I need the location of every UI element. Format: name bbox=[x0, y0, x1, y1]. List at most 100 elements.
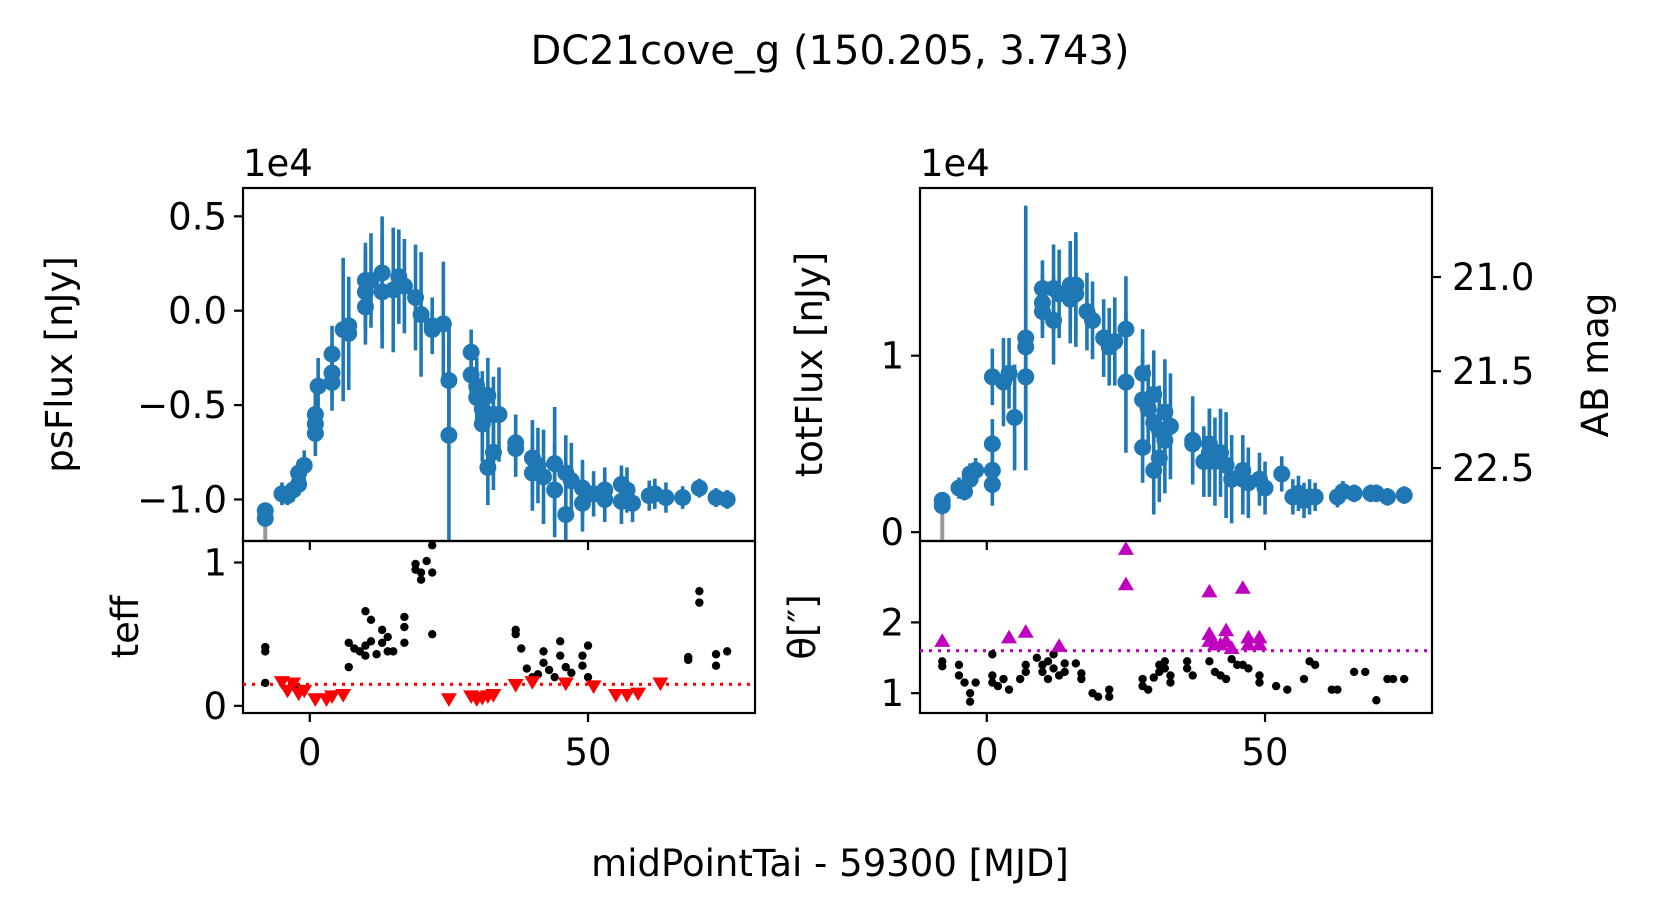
theta-data-point bbox=[1160, 657, 1170, 666]
teff-data-point bbox=[583, 672, 593, 682]
totflux-secondary-ytick-label: 21.0 bbox=[1452, 256, 1534, 299]
totflux-data-point bbox=[1067, 285, 1085, 303]
theta-data-point bbox=[1038, 667, 1047, 677]
theta-data-point bbox=[1077, 674, 1086, 684]
teff-data-point bbox=[366, 615, 376, 625]
teff-flagged-point bbox=[324, 690, 341, 705]
theta-data-point bbox=[1361, 667, 1370, 677]
theta-data-point bbox=[1349, 667, 1359, 677]
theta-xtick-label: 50 bbox=[1241, 731, 1288, 774]
theta-flagged-point bbox=[1117, 576, 1134, 591]
theta-flagged-point bbox=[1240, 629, 1257, 644]
theta-data-point bbox=[1271, 681, 1281, 691]
psflux-data-point bbox=[507, 440, 525, 458]
teff-data-point bbox=[428, 541, 437, 550]
theta-data-point bbox=[988, 650, 997, 659]
totflux-secondary-ytick-label: 22.5 bbox=[1452, 447, 1534, 490]
theta-data-point bbox=[965, 688, 975, 698]
totflux-data-point bbox=[1006, 408, 1024, 426]
teff-data-point bbox=[428, 629, 437, 639]
totflux-offset-text: 1e4 bbox=[920, 142, 990, 185]
teff-data-point bbox=[377, 625, 387, 635]
theta-data-point bbox=[1071, 659, 1081, 668]
teff-data-point bbox=[416, 575, 426, 584]
panel-psflux: 0.5 0.0 −0.5 −1.0 psFlux [nJy] 1e4 bbox=[38, 142, 757, 550]
psflux-ytick-label: 0.5 bbox=[168, 195, 227, 238]
theta-flagged-point bbox=[1201, 583, 1218, 598]
psflux-data-point bbox=[546, 481, 564, 499]
theta-flagged-point bbox=[1240, 636, 1257, 651]
theta-data-point bbox=[1149, 673, 1158, 682]
totflux-data-point bbox=[1395, 486, 1413, 504]
psflux-data-point bbox=[323, 373, 341, 391]
teff-data-point bbox=[561, 662, 570, 672]
teff-flagged-point bbox=[307, 693, 324, 707]
psflux-ytick-label: −0.5 bbox=[137, 384, 227, 427]
figure-title: DC21cove_g (150.205, 3.743) bbox=[530, 28, 1129, 74]
theta-flagged-point bbox=[1251, 636, 1268, 651]
teff-data-point bbox=[556, 637, 565, 646]
teff-ytick-label: 0 bbox=[203, 685, 227, 728]
teff-flagged-point bbox=[630, 687, 647, 702]
totflux-data bbox=[933, 205, 1413, 541]
teff-data-point bbox=[366, 637, 376, 646]
totflux-data-point bbox=[1084, 311, 1102, 329]
teff-xtick-label: 0 bbox=[298, 731, 322, 774]
theta-data-point bbox=[1221, 674, 1231, 684]
totflux-secondary-ytick-label: 21.5 bbox=[1452, 350, 1534, 393]
teff-data-point bbox=[400, 612, 409, 622]
theta-data-point bbox=[1227, 655, 1236, 664]
psflux-data-point bbox=[596, 481, 614, 499]
theta-data-point bbox=[1043, 674, 1053, 684]
teff-flagged-point bbox=[607, 689, 624, 703]
totflux-y-axis-label: totFlux [nJy] bbox=[788, 252, 831, 477]
psflux-data-point bbox=[295, 456, 313, 474]
theta-data-point bbox=[971, 678, 980, 687]
teff-data-point bbox=[695, 598, 704, 607]
psflux-data-point bbox=[412, 305, 430, 323]
totflux-data-point bbox=[1184, 431, 1202, 449]
psflux-data-point bbox=[690, 479, 708, 497]
theta-flagged-point bbox=[1017, 624, 1034, 638]
teff-data-point bbox=[261, 642, 270, 652]
totflux-data-point bbox=[933, 497, 951, 515]
psflux-data bbox=[256, 216, 736, 541]
panel-theta: 1 2 0 50 θ[″] bbox=[781, 539, 1434, 774]
psflux-data-point bbox=[718, 490, 736, 508]
theta-data-point bbox=[1138, 674, 1147, 684]
teff-data-point bbox=[511, 629, 520, 639]
teff-data-point bbox=[377, 638, 387, 647]
theta-data-point bbox=[1255, 678, 1264, 687]
teff-axes-frame bbox=[241, 539, 757, 715]
theta-data-point bbox=[1105, 692, 1114, 701]
theta-data-point bbox=[1105, 685, 1114, 694]
totflux-data-point bbox=[983, 435, 1001, 453]
psflux-data-point bbox=[490, 406, 508, 424]
theta-data-point bbox=[1333, 685, 1342, 694]
theta-flagged-point bbox=[1201, 626, 1218, 640]
theta-ytick-label: 2 bbox=[880, 601, 904, 644]
teff-data-point bbox=[711, 650, 721, 659]
teff-data-point bbox=[684, 655, 693, 665]
teff-data-point bbox=[400, 638, 409, 647]
teff-data-point bbox=[722, 647, 732, 656]
teff-data-point bbox=[422, 556, 431, 566]
theta-data-point bbox=[999, 674, 1008, 684]
theta-data-point bbox=[1166, 678, 1175, 687]
theta-data-point bbox=[1160, 664, 1170, 673]
totflux-ytick-label: 0 bbox=[880, 511, 904, 554]
teff-data-point bbox=[344, 662, 353, 672]
teff-flagged-point bbox=[507, 678, 524, 693]
teff-data-point bbox=[556, 651, 565, 660]
psflux-data-point bbox=[440, 426, 458, 444]
theta-data-point bbox=[1299, 674, 1309, 684]
teff-data-point bbox=[578, 661, 587, 670]
theta-data-point bbox=[1021, 667, 1030, 677]
theta-flagged-point bbox=[1051, 638, 1068, 652]
theta-data-point bbox=[1388, 674, 1398, 684]
theta-data-point bbox=[1399, 674, 1409, 684]
totflux-data-point bbox=[983, 461, 1001, 479]
teff-data-point bbox=[550, 672, 559, 682]
totflux-data-point bbox=[1256, 479, 1274, 497]
teff-data-point bbox=[344, 638, 353, 647]
